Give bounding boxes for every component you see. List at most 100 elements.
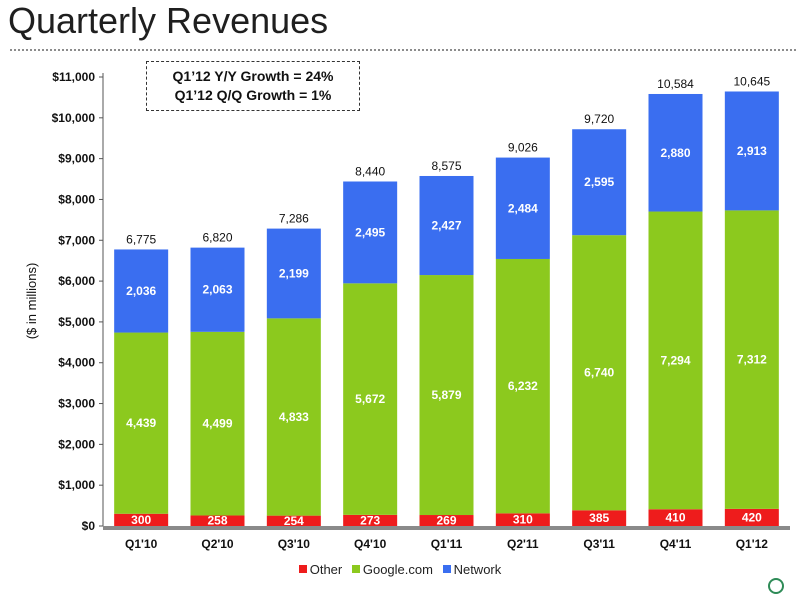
y-tick-label: $4,000 — [58, 356, 95, 370]
legend-swatch-other — [298, 565, 307, 573]
y-tick-label: $0 — [82, 519, 96, 533]
bar-segment-googlecom — [266, 318, 321, 516]
total-label: 10,645 — [733, 74, 770, 88]
legend-swatch-google — [351, 565, 360, 573]
bar-segment-network — [266, 228, 321, 319]
data-label: 254 — [284, 514, 304, 528]
bar-segment-network — [648, 93, 703, 212]
total-label: 9,720 — [584, 112, 614, 126]
total-label: 6,775 — [126, 232, 156, 246]
bar-segment-network — [572, 129, 627, 236]
total-label: 8,440 — [355, 164, 385, 178]
data-label: 4,439 — [126, 416, 156, 430]
y-tick-label: $7,000 — [58, 233, 95, 247]
legend-label-network: Network — [453, 561, 502, 577]
data-label: 7,312 — [737, 353, 767, 367]
y-tick-label: $6,000 — [58, 274, 95, 288]
y-axis-title: ($ in millions) — [24, 263, 39, 340]
bar-segment-other — [343, 514, 398, 526]
x-tick-label: Q1'10 — [125, 537, 158, 551]
data-label: 2,913 — [737, 144, 767, 158]
legend-label-other: Other — [309, 561, 343, 577]
data-label: 310 — [513, 513, 533, 527]
bar-segment-other — [724, 508, 779, 526]
data-label: 2,427 — [431, 219, 461, 233]
data-label: 4,833 — [279, 410, 309, 424]
bar-segment-other — [419, 515, 474, 526]
total-label: 9,026 — [508, 141, 538, 155]
y-tick-label: $3,000 — [58, 397, 95, 411]
data-label: 2,484 — [508, 201, 538, 215]
callout-qoq: Q1’12 Q/Q Growth = 1% — [174, 87, 332, 103]
legend-label-google: Google.com — [362, 561, 433, 577]
bar-segment-googlecom — [572, 235, 627, 511]
bar-segment-network — [114, 249, 169, 333]
stacked-bar-chart: $0 $1,000 $2,000 $3,000 $4,000 $5,000 $6,000 $7… — [24, 70, 790, 551]
logo-icon — [768, 578, 784, 594]
data-label: 2,036 — [126, 284, 156, 298]
data-label: 300 — [131, 513, 151, 527]
bar-segment-other — [190, 515, 245, 526]
x-tick-label: Q2'11 — [507, 537, 539, 551]
data-label: 6,740 — [584, 366, 614, 380]
x-tick-label: Q1'11 — [431, 537, 463, 551]
bar-segment-googlecom — [648, 211, 703, 510]
bar-segment-googlecom — [114, 332, 169, 514]
total-label: 6,820 — [202, 231, 232, 245]
x-tick-label: Q2'10 — [201, 537, 234, 551]
x-tick-label: Q3'10 — [278, 537, 311, 551]
y-tick-label: $1,000 — [58, 478, 95, 492]
data-label: 6,232 — [508, 379, 538, 393]
bar-segment-network — [724, 91, 779, 211]
chart-legend: Other Google.com Network — [0, 561, 800, 577]
total-label: 8,575 — [431, 159, 461, 173]
bar-segment-googlecom — [419, 275, 474, 516]
legend-item-other: Other — [298, 561, 343, 577]
bar-segment-network — [419, 175, 474, 276]
bar-segment-googlecom — [343, 283, 398, 515]
data-label: 2,880 — [660, 146, 690, 160]
x-tick-label: Q3'11 — [583, 537, 615, 551]
title-divider — [10, 49, 796, 51]
bar-segment-other — [572, 510, 627, 526]
bar-segment-other — [648, 509, 703, 526]
data-label: 4,499 — [202, 417, 232, 431]
x-axis-floor — [103, 526, 790, 530]
y-tick-label: $8,000 — [58, 192, 95, 206]
data-label: 5,672 — [355, 392, 385, 406]
y-tick-label: $10,000 — [52, 111, 96, 125]
legend-swatch-network — [442, 565, 451, 573]
legend-item-network: Network — [442, 561, 502, 577]
data-label: 2,063 — [202, 283, 232, 297]
legend-item-google: Google.com — [351, 561, 433, 577]
bar-segment-googlecom — [190, 331, 245, 516]
data-label: 410 — [665, 511, 685, 525]
total-label: 7,286 — [279, 212, 309, 226]
y-tick-label: $9,000 — [58, 152, 95, 166]
data-label: 258 — [207, 514, 227, 528]
callout-yoy: Q1’12 Y/Y Growth = 24% — [172, 68, 334, 84]
bar-segment-other — [114, 513, 169, 526]
bar-segment-other — [266, 515, 321, 526]
data-label: 5,879 — [431, 388, 461, 402]
data-label: 2,595 — [584, 175, 614, 189]
x-tick-label: Q4'10 — [354, 537, 387, 551]
data-label: 2,495 — [355, 225, 385, 239]
total-label: 10,584 — [657, 77, 694, 91]
data-label: 7,294 — [660, 353, 690, 367]
bar-segment-googlecom — [724, 210, 779, 509]
y-tick-label: $5,000 — [58, 315, 95, 329]
bar-segment-other — [495, 513, 550, 526]
bar-segment-network — [343, 181, 398, 284]
data-label: 420 — [742, 510, 762, 524]
data-label: 269 — [436, 514, 456, 528]
page-title: Quarterly Revenues — [8, 0, 329, 41]
data-label: 2,199 — [279, 266, 309, 280]
x-tick-label: Q4'11 — [660, 537, 692, 551]
growth-callout: Q1’12 Y/Y Growth = 24% Q1’12 Q/Q Growth … — [146, 61, 360, 111]
bar-segment-googlecom — [495, 258, 550, 514]
y-tick-label: $2,000 — [58, 437, 95, 451]
bar-segment-network — [495, 157, 550, 259]
data-label: 385 — [589, 511, 609, 525]
bar-segment-network — [190, 247, 245, 332]
